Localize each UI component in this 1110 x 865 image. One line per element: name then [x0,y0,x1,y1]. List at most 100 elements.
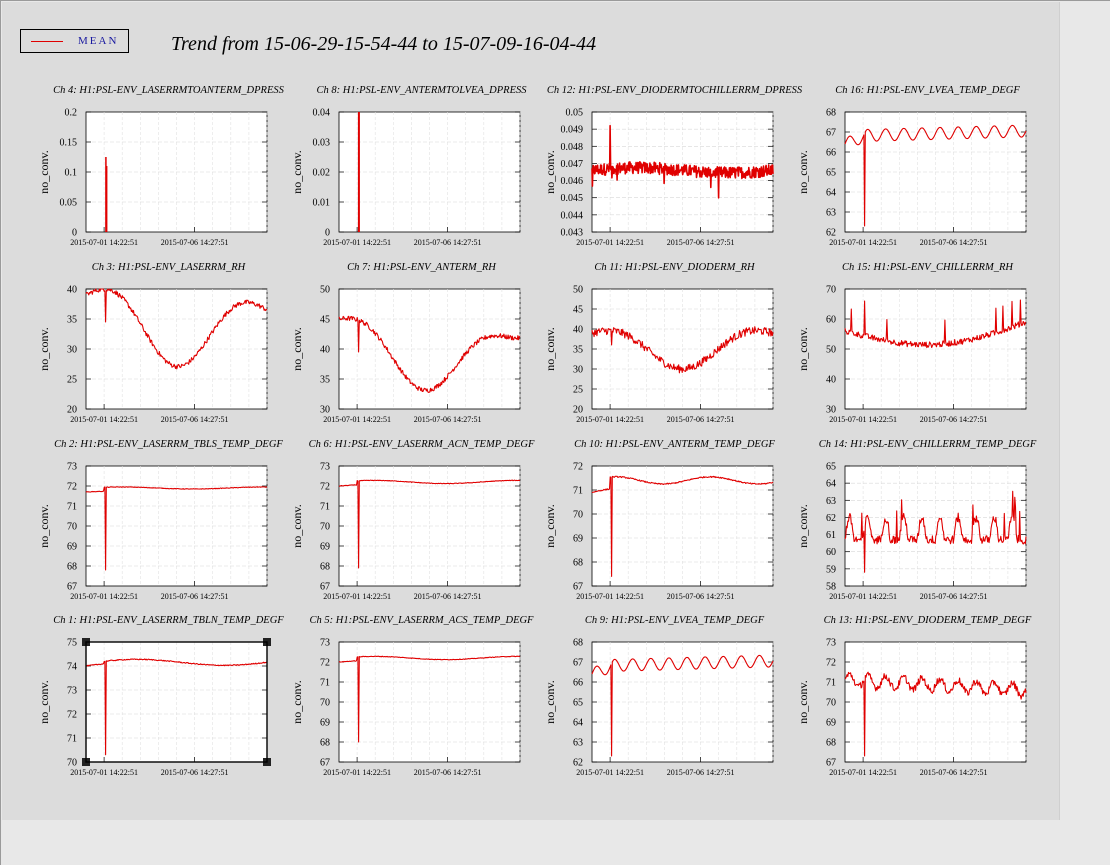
chart-panel[interactable]: Ch 1: H1:PSL-ENV_LASERRM_TBLN_TEMP_DEGF 7… [37,615,284,777]
y-tick-label: 68 [573,558,583,569]
data-series-line [844,299,1027,349]
data-series-line [591,124,774,199]
chart-title: Ch 7: H1:PSL-ENV_ANTERM_RH [347,262,497,273]
y-tick-label: 73 [320,638,330,649]
chart-panel[interactable]: Ch 4: H1:PSL-ENV_LASERRMTOANTERM_DPRESS 0… [37,85,285,247]
y-tick-label: 62 [573,758,583,769]
y-tick-label: 50 [320,285,330,296]
y-tick-label: 68 [826,738,836,749]
x-tick-label: 2015-07-06 14:27:51 [414,415,482,424]
chart-panel[interactable]: Ch 13: H1:PSL-ENV_DIODERM_TEMP_DEGF 67 68 6… [796,615,1032,777]
y-tick-label: 63 [826,496,836,507]
page-title: Trend from 15-06-29-15-54-44 to 15-07-09… [171,33,597,55]
y-tick-label: 45 [320,315,330,326]
x-tick-label: 2015-07-06 14:27:51 [667,768,735,777]
legend-box[interactable]: MEAN [20,29,129,53]
chart-title: Ch 12: H1:PSL-ENV_DIODERMTOCHILLERRM_DPR… [547,85,803,96]
x-tick-label: 2015-07-01 14:22:51 [70,415,138,424]
y-axis-label: no_conv. [796,680,810,724]
y-tick-label: 71 [67,734,77,745]
y-tick-label: 60 [826,315,836,326]
x-tick-label: 2015-07-01 14:22:51 [323,768,391,777]
y-tick-label: 65 [826,462,836,473]
x-tick-label: 2015-07-01 14:22:51 [323,592,391,601]
y-tick-label: 0.03 [313,138,331,149]
chart-title: Ch 13: H1:PSL-ENV_DIODERM_TEMP_DEGF [824,615,1032,626]
y-tick-label: 0.15 [60,138,78,149]
y-axis-label: no_conv. [543,327,557,371]
y-tick-label: 71 [67,502,77,513]
chart-panel[interactable]: Ch 7: H1:PSL-ENV_ANTERM_RH 30 35 40 45 50 no_c… [290,262,521,424]
y-tick-label: 0.05 [60,198,78,209]
y-axis-label: no_conv. [290,680,304,724]
y-axis-label: no_conv. [543,150,557,194]
y-axis-label: no_conv. [796,504,810,548]
y-tick-label: 73 [320,462,330,473]
y-tick-label: 0.049 [561,125,584,136]
chart-panel[interactable]: Ch 11: H1:PSL-ENV_DIODERM_RH 20 25 30 35 40 45… [543,262,774,424]
chart-title: Ch 5: H1:PSL-ENV_LASERRM_ACS_TEMP_DEGF [310,615,535,626]
y-tick-label: 0.02 [313,168,331,179]
y-tick-label: 0 [72,228,77,239]
y-tick-label: 20 [573,405,583,416]
y-tick-label: 30 [826,405,836,416]
y-tick-label: 59 [826,564,836,575]
chart-panel[interactable]: Ch 3: H1:PSL-ENV_LASERRM_RH 20 25 30 35 40 no_… [37,262,268,424]
y-tick-label: 68 [826,108,836,119]
data-series-line [338,655,521,743]
chart-panel[interactable]: Ch 2: H1:PSL-ENV_LASERRM_TBLS_TEMP_DEGF 6… [37,439,283,601]
y-tick-label: 40 [67,285,77,296]
x-tick-label: 2015-07-06 14:27:51 [920,415,988,424]
y-tick-label: 72 [67,482,77,493]
chart-panel[interactable]: Ch 8: H1:PSL-ENV_ANTERMTOLVEA_DPRESS 0 0.0… [290,85,527,247]
y-tick-label: 67 [320,758,330,769]
chart-panel[interactable]: Ch 14: H1:PSL-ENV_CHILLERRM_TEMP_DEGF 58 5… [796,439,1037,601]
y-tick-label: 71 [573,486,583,497]
x-tick-label: 2015-07-01 14:22:51 [70,768,138,777]
x-tick-label: 2015-07-06 14:27:51 [161,238,229,247]
y-tick-label: 30 [320,405,330,416]
y-tick-label: 40 [826,375,836,386]
x-tick-label: 2015-07-06 14:27:51 [414,768,482,777]
y-tick-label: 69 [573,534,583,545]
x-tick-label: 2015-07-01 14:22:51 [576,238,644,247]
chart-title: Ch 3: H1:PSL-ENV_LASERRM_RH [92,262,247,273]
data-series-line [844,671,1027,757]
data-series-line [338,479,521,569]
y-tick-label: 0.2 [65,108,78,119]
x-tick-label: 2015-07-06 14:27:51 [667,592,735,601]
y-tick-label: 72 [320,482,330,493]
y-tick-label: 35 [67,315,77,326]
chart-panel[interactable]: Ch 12: H1:PSL-ENV_DIODERMTOCHILLERRM_DPR… [543,85,803,247]
y-tick-label: 45 [573,305,583,316]
chart-panel[interactable]: Ch 15: H1:PSL-ENV_CHILLERRM_RH 30 40 50 60 70… [796,262,1027,424]
x-tick-label: 2015-07-06 14:27:51 [161,768,229,777]
y-tick-label: 68 [67,562,77,573]
data-series-line [85,288,268,370]
legend-label: MEAN [78,35,119,47]
chart-panel[interactable]: Ch 9: H1:PSL-ENV_LVEA_TEMP_DEGF 62 63 64 65 6… [543,615,774,777]
chart-title: Ch 2: H1:PSL-ENV_LASERRM_TBLS_TEMP_DEGF [54,439,283,450]
x-tick-label: 2015-07-01 14:22:51 [829,415,897,424]
chart-title: Ch 6: H1:PSL-ENV_LASERRM_ACN_TEMP_DEGF [309,439,535,450]
y-tick-label: 70 [826,285,836,296]
y-tick-label: 64 [573,718,583,729]
y-tick-label: 67 [573,658,583,669]
x-tick-label: 2015-07-06 14:27:51 [920,768,988,777]
y-tick-label: 71 [320,678,330,689]
y-tick-label: 0.04 [313,108,331,119]
chart-panel[interactable]: Ch 16: H1:PSL-ENV_LVEA_TEMP_DEGF 62 63 64 65… [796,85,1027,247]
chart-panel[interactable]: Ch 10: H1:PSL-ENV_ANTERM_TEMP_DEGF 67 68 69… [543,439,775,601]
y-axis-label: no_conv. [543,680,557,724]
x-tick-label: 2015-07-06 14:27:51 [920,592,988,601]
y-tick-label: 0.1 [65,168,78,179]
chart-panel[interactable]: Ch 5: H1:PSL-ENV_LASERRM_ACS_TEMP_DEGF 67… [290,615,534,777]
y-tick-label: 65 [573,698,583,709]
data-series-line [85,486,268,571]
chart-panel[interactable]: Ch 6: H1:PSL-ENV_LASERRM_ACN_TEMP_DEGF 67… [290,439,535,601]
y-tick-label: 72 [826,658,836,669]
chart-title: Ch 9: H1:PSL-ENV_LVEA_TEMP_DEGF [585,615,765,626]
y-tick-label: 67 [573,582,583,593]
y-tick-label: 0.046 [561,176,584,187]
